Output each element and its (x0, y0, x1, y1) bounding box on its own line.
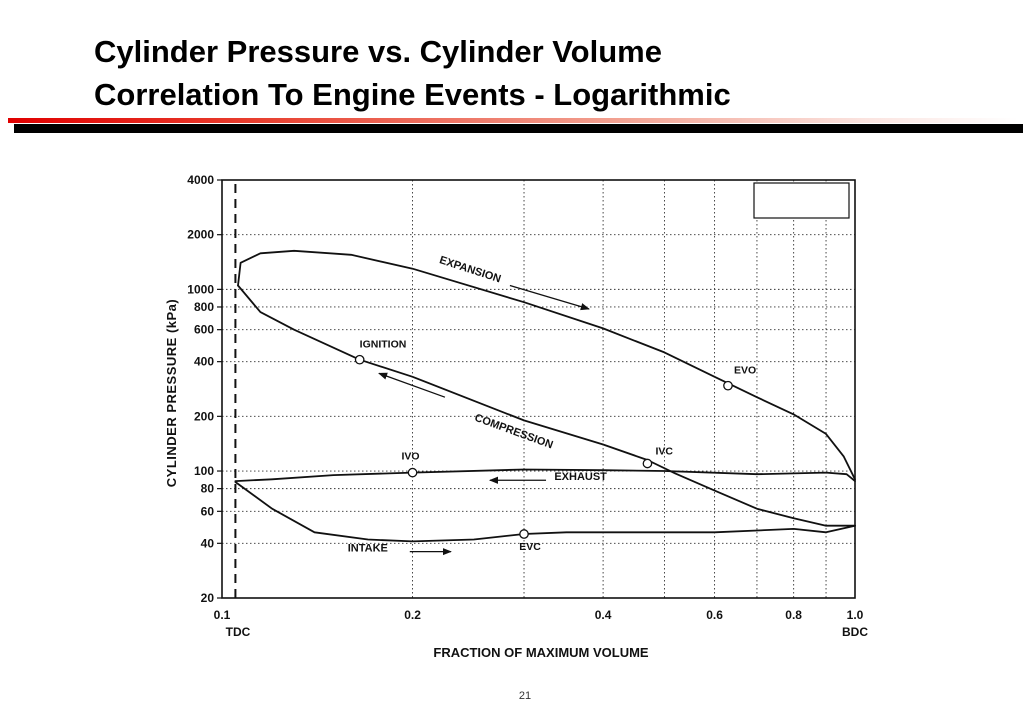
direction-arrow (378, 372, 446, 398)
y-tick-label: 40 (201, 536, 215, 550)
y-tick-label: 20 (201, 591, 215, 605)
event-marker-evc (519, 529, 529, 539)
slide-title-line-2: Correlation To Engine Events - Logarithm… (94, 77, 731, 112)
x-tick-sublabel: BDC (842, 625, 868, 639)
event-label-ivo: IVO (402, 451, 420, 463)
event-marker-ivo (407, 467, 418, 478)
y-tick-label: 400 (194, 355, 214, 369)
slide-title-line-1: Cylinder Pressure vs. Cylinder Volume (94, 34, 662, 69)
event-label-ignition: IGNITION (360, 339, 407, 351)
x-tick-label: 0.1 (214, 608, 231, 622)
y-tick-label: 800 (194, 300, 214, 314)
event-label-evc: EVC (519, 541, 541, 553)
series-line-1 (237, 249, 856, 481)
series-line-2 (237, 284, 856, 527)
slide-title: Cylinder Pressure vs. Cylinder Volume Co… (94, 30, 731, 116)
legend-box (753, 182, 850, 219)
event-label-ivc: IVC (655, 446, 673, 458)
annotation-compression: COMPRESSION (473, 412, 555, 452)
y-axis-label: CYLINDER PRESSURE (kPa) (164, 299, 179, 487)
plot-frame (221, 179, 856, 599)
event-marker-ignition (354, 354, 365, 365)
page-number: 21 (518, 690, 532, 702)
event-marker-evo (723, 380, 733, 391)
y-tick-label: 100 (194, 464, 214, 478)
event-marker-ivc (642, 458, 653, 469)
y-tick-label: 60 (201, 504, 215, 518)
y-tick-label: 200 (194, 409, 214, 423)
annotation-intake: INTAKE (348, 543, 388, 555)
x-tick-label: 0.6 (706, 608, 723, 622)
x-tick-sublabel: TDC (226, 625, 251, 639)
annotation-expansion: EXPANSION (438, 254, 503, 285)
y-tick-label: 80 (201, 482, 215, 496)
x-tick-label: 0.4 (595, 608, 612, 622)
annotation-exhaust: EXHAUST (554, 471, 607, 483)
event-label-evo: EVO (734, 365, 756, 377)
x-tick-label: 0.8 (785, 608, 802, 622)
x-axis-label: FRACTION OF MAXIMUM VOLUME (433, 645, 649, 660)
y-tick-label: 600 (194, 323, 214, 337)
title-accent-rule (8, 118, 1018, 123)
x-tick-label: 0.2 (404, 608, 421, 622)
y-tick-label: 2000 (187, 228, 214, 242)
x-tick-label: 1.0 (847, 608, 864, 622)
direction-arrow (509, 284, 590, 311)
y-tick-label: 1000 (187, 282, 214, 296)
y-tick-label: 4000 (187, 173, 214, 187)
series-line-3 (234, 468, 856, 482)
title-divider-rule (14, 124, 1023, 133)
